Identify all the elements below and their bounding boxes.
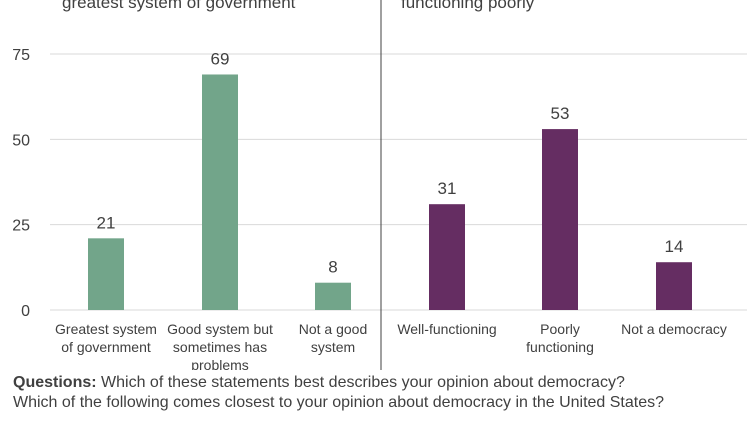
x-tick-label: Greatest system <box>55 321 157 337</box>
data-label: 21 <box>97 213 116 232</box>
questions-note: Questions: Which of these statements bes… <box>13 373 743 413</box>
bar <box>656 262 692 310</box>
questions-label: Questions: <box>13 374 97 391</box>
bar <box>429 204 465 310</box>
y-tick-label: 50 <box>12 132 30 149</box>
y-tick-label: 75 <box>12 47 30 64</box>
bar <box>315 282 351 310</box>
x-tick-label: Not a democracy <box>621 321 727 337</box>
x-tick-label: functioning <box>526 339 594 355</box>
right-panel-subtitle: functioning poorly <box>401 0 535 12</box>
x-tick-label: sometimes has <box>173 339 267 355</box>
data-label: 31 <box>438 179 457 198</box>
x-tick-label: Well-functioning <box>397 321 496 337</box>
question-2: Which of the following comes closest to … <box>13 394 665 411</box>
data-label: 8 <box>328 258 337 277</box>
data-label: 69 <box>211 49 230 68</box>
question-1: Which of these statements best describes… <box>101 374 625 391</box>
bar-chart: 0 25 50 75 21 Greatest system of government 69 G… <box>12 0 747 370</box>
y-tick-label: 0 <box>21 303 30 320</box>
bar <box>542 129 578 310</box>
x-tick-label: of government <box>61 339 151 355</box>
x-tick-label: Good system but <box>167 321 273 337</box>
bar <box>202 74 238 310</box>
x-tick-label: Poorly <box>540 321 580 337</box>
left-panel-subtitle: greatest system of government <box>62 0 296 12</box>
y-tick-label: 25 <box>12 218 30 235</box>
bar <box>88 238 124 310</box>
x-tick-label: Not a good <box>299 321 368 337</box>
data-label: 14 <box>665 237 684 256</box>
x-tick-label: problems <box>191 357 249 370</box>
data-label: 53 <box>551 104 570 123</box>
x-tick-label: system <box>311 339 355 355</box>
